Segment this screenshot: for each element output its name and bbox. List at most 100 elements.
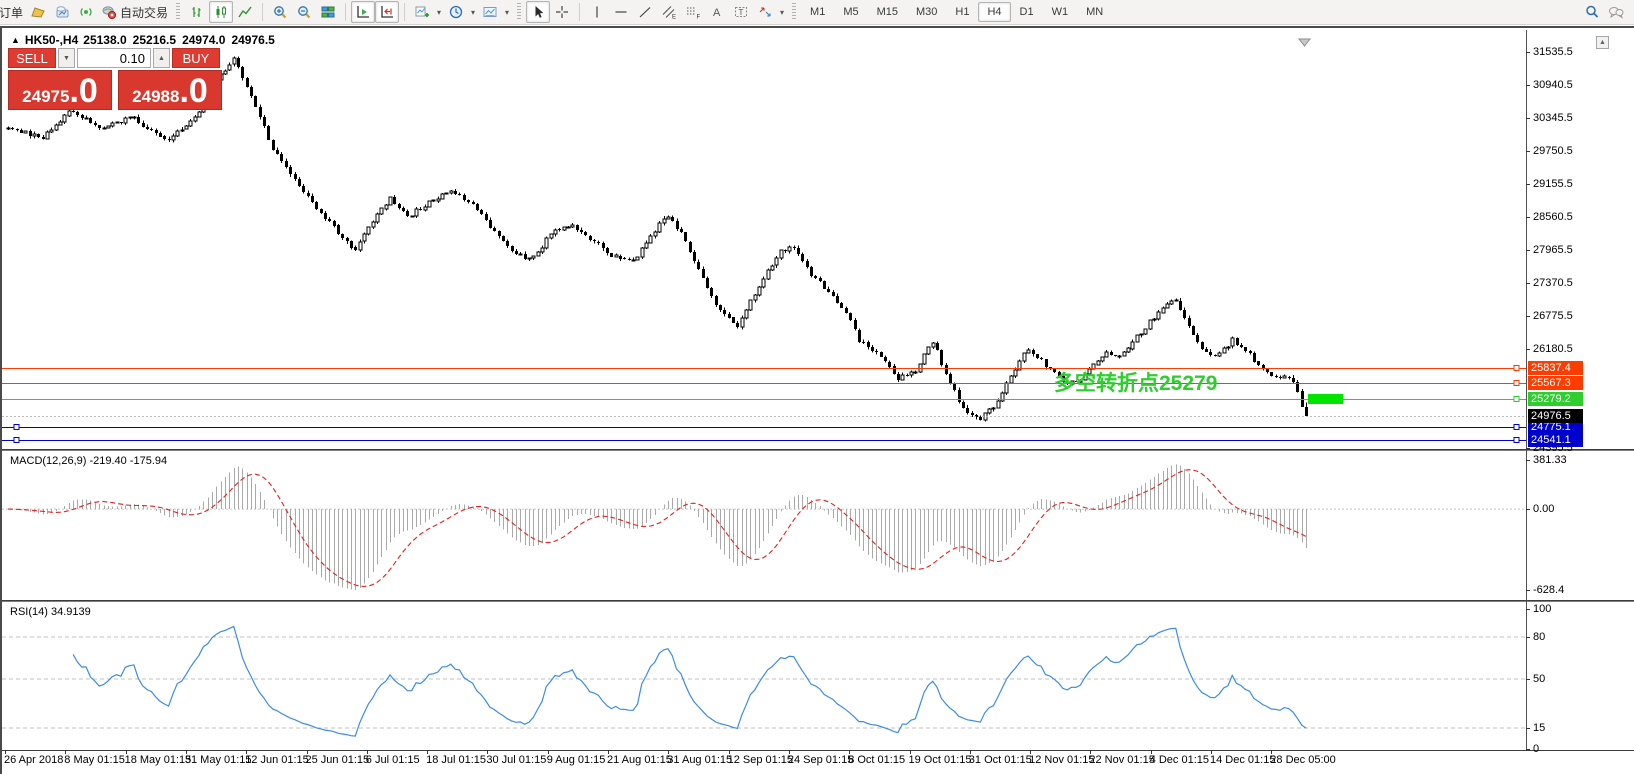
fibonacci-button[interactable]: F <box>681 1 705 23</box>
time-tick <box>728 750 730 754</box>
timeframe-mn[interactable]: MN <box>1086 6 1104 18</box>
price-tick <box>1526 85 1530 86</box>
volume-increase-button[interactable]: ▲ <box>153 48 170 68</box>
rsi-axis-label: 80 <box>1533 631 1546 643</box>
candlestick-button[interactable] <box>209 1 234 23</box>
zoom-in-button[interactable] <box>268 1 292 23</box>
timeframe-w1[interactable]: W1 <box>1051 6 1069 18</box>
timeframe-m5[interactable]: M5 <box>843 6 859 18</box>
open-chart-button[interactable] <box>26 1 50 23</box>
time-tick <box>65 750 67 754</box>
price-tick <box>1526 349 1530 350</box>
time-tick <box>668 750 670 754</box>
timeframe-m1[interactable]: M1 <box>810 6 826 18</box>
templates-icon <box>482 4 498 20</box>
chart-shift-button[interactable] <box>375 1 400 23</box>
pane-separator[interactable] <box>2 449 1634 451</box>
indicators-button[interactable] <box>410 1 434 23</box>
highlight-rectangle[interactable] <box>1308 394 1343 404</box>
time-label: 30 Jul 01:15 <box>486 754 547 766</box>
price-tick-label: 29750.5 <box>1533 145 1573 157</box>
price-level-tag[interactable]: 25567.3 <box>1528 376 1583 390</box>
time-tick <box>1150 750 1152 754</box>
crosshair-icon <box>554 4 570 20</box>
price-chart-canvas[interactable]: 多空转折点25279 <box>2 30 1526 449</box>
one-click-panel-toggle[interactable]: ▲ <box>11 35 20 45</box>
price-level-tag[interactable]: 25837.4 <box>1528 361 1583 376</box>
close-value: 24976.5 <box>231 33 275 47</box>
tile-windows-button[interactable] <box>316 1 340 23</box>
crosshair-button[interactable] <box>550 1 574 23</box>
trendline-button[interactable] <box>633 1 657 23</box>
rsi-pane-canvas[interactable] <box>2 602 1526 750</box>
chart-annotation[interactable]: 多空转折点25279 <box>1054 371 1217 395</box>
open-value: 25138.0 <box>83 33 127 47</box>
macd-label: MACD(12,26,9) -219.40 -175.94 <box>10 455 168 467</box>
vline-button[interactable] <box>585 1 609 23</box>
price-tick <box>1526 52 1530 53</box>
text-button[interactable]: A <box>705 1 729 23</box>
chat-button[interactable] <box>1604 1 1628 23</box>
cursor-button[interactable] <box>526 1 551 23</box>
auto-scroll-button[interactable] <box>351 1 376 23</box>
volume-input[interactable]: 0.10 <box>77 48 151 68</box>
rsi-line <box>72 625 1307 737</box>
pane-separator[interactable] <box>2 600 1634 602</box>
price-level-tag[interactable]: 24541.1 <box>1528 432 1583 447</box>
timeframe-m30[interactable]: M30 <box>916 6 938 18</box>
channel-button[interactable]: E <box>657 1 681 23</box>
buy-price-box[interactable]: 24988.0 <box>118 70 222 110</box>
periods-button[interactable] <box>444 1 468 23</box>
line-chart-button[interactable] <box>233 1 257 23</box>
time-label: 21 Aug 01:15 <box>607 754 672 766</box>
zoom-out-button[interactable] <box>292 1 316 23</box>
label-button[interactable]: T <box>729 1 753 23</box>
scroll-up-button[interactable]: ▲ <box>1596 36 1609 49</box>
price-level-tag[interactable]: 25279.2 <box>1528 391 1583 406</box>
hline-button[interactable] <box>609 1 633 23</box>
metaeditor-button[interactable] <box>50 1 74 23</box>
macd-axis-label: 0.00 <box>1533 503 1555 516</box>
bar-chart-button[interactable] <box>185 1 209 23</box>
buy-button[interactable]: BUY <box>172 48 220 68</box>
macd-pane-canvas[interactable] <box>2 451 1526 600</box>
timeframe-h4[interactable]: H4 <box>978 2 1011 22</box>
current-price-tag: 24976.5 <box>1528 408 1583 423</box>
time-tick <box>487 750 489 754</box>
time-tick <box>1030 750 1032 754</box>
sell-price-box[interactable]: 24975.0 <box>8 70 112 110</box>
macd-axis-tick <box>1526 460 1530 461</box>
indicators-button-dropdown[interactable]: ▾ <box>437 7 442 17</box>
timeframe-h1[interactable]: H1 <box>955 6 970 18</box>
search-button[interactable] <box>1580 1 1604 23</box>
periods-button-dropdown[interactable]: ▾ <box>471 7 476 17</box>
price-tick-label: 30940.5 <box>1533 79 1573 91</box>
time-tick <box>1211 750 1212 754</box>
timeframe-m15[interactable]: M15 <box>876 6 898 18</box>
templates-button-dropdown[interactable]: ▾ <box>505 7 510 17</box>
autotrading-icon <box>101 4 117 20</box>
price-level-tag[interactable]: 24775.1 <box>1528 419 1583 434</box>
arrows-button[interactable] <box>753 1 777 23</box>
autotrading-button[interactable]: 自动交易 <box>98 1 171 23</box>
arrows-button-dropdown[interactable]: ▾ <box>780 7 785 17</box>
volume-decrease-button[interactable]: ▼ <box>58 48 75 68</box>
chart-symbol-info: ▲ HK50-,H4 25138.0 25216.5 24974.0 24976… <box>11 33 275 47</box>
time-label: 31 Aug 01:15 <box>667 754 733 766</box>
timeframe-d1[interactable]: D1 <box>1019 6 1034 18</box>
time-tick <box>608 750 609 754</box>
time-tick <box>427 750 429 754</box>
new-order-button[interactable]: 订单 <box>0 1 26 23</box>
sell-button[interactable]: SELL <box>8 48 56 68</box>
price-tick <box>1526 283 1530 284</box>
macd-signal-line <box>7 469 1307 588</box>
chart-shift-marker[interactable] <box>1297 38 1312 47</box>
zoom-out-icon <box>296 4 312 20</box>
price-tick <box>1526 448 1530 449</box>
svg-text:E: E <box>672 15 676 21</box>
time-label: 18 May 01:15 <box>124 754 192 766</box>
toolbar: 订单 自动交易 ▾ ▾ ▾ E F A T ▾ M1 M5 M15 M30 H1 H4 D1 W1 MN <box>0 0 1634 25</box>
signals-button[interactable] <box>74 1 98 23</box>
templates-button[interactable] <box>478 1 502 23</box>
toolbar-separator <box>404 3 406 21</box>
